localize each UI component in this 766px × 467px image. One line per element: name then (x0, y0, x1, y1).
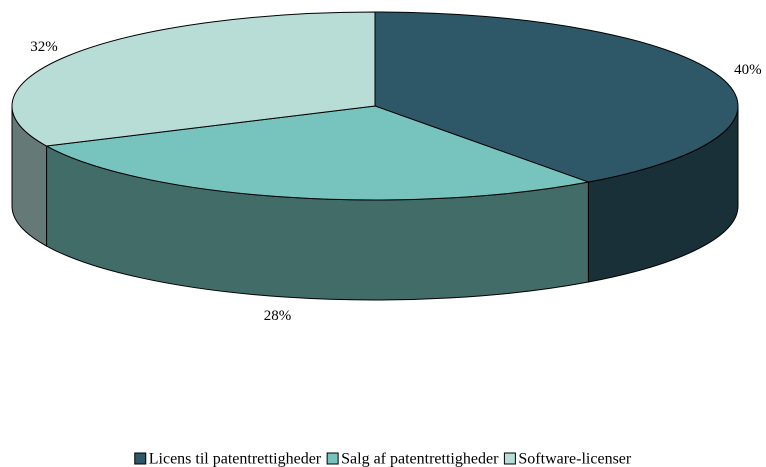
legend-label: Salg af patentrettigheder (341, 451, 499, 467)
legend-label: Software-licenser (518, 451, 632, 467)
legend-label: Licens til patentrettigheder (149, 451, 322, 467)
legend-swatch (503, 452, 516, 465)
slice (374, 11, 739, 183)
legend-swatch (134, 452, 147, 465)
legend: Licens til patentrettigheder Salg af pate… (134, 451, 632, 467)
slice (11, 11, 376, 147)
data-label: 40% (734, 62, 762, 78)
data-label: 32% (30, 39, 58, 55)
data-label: 28% (264, 308, 292, 324)
slice (44, 105, 591, 201)
legend-swatch (326, 452, 339, 465)
